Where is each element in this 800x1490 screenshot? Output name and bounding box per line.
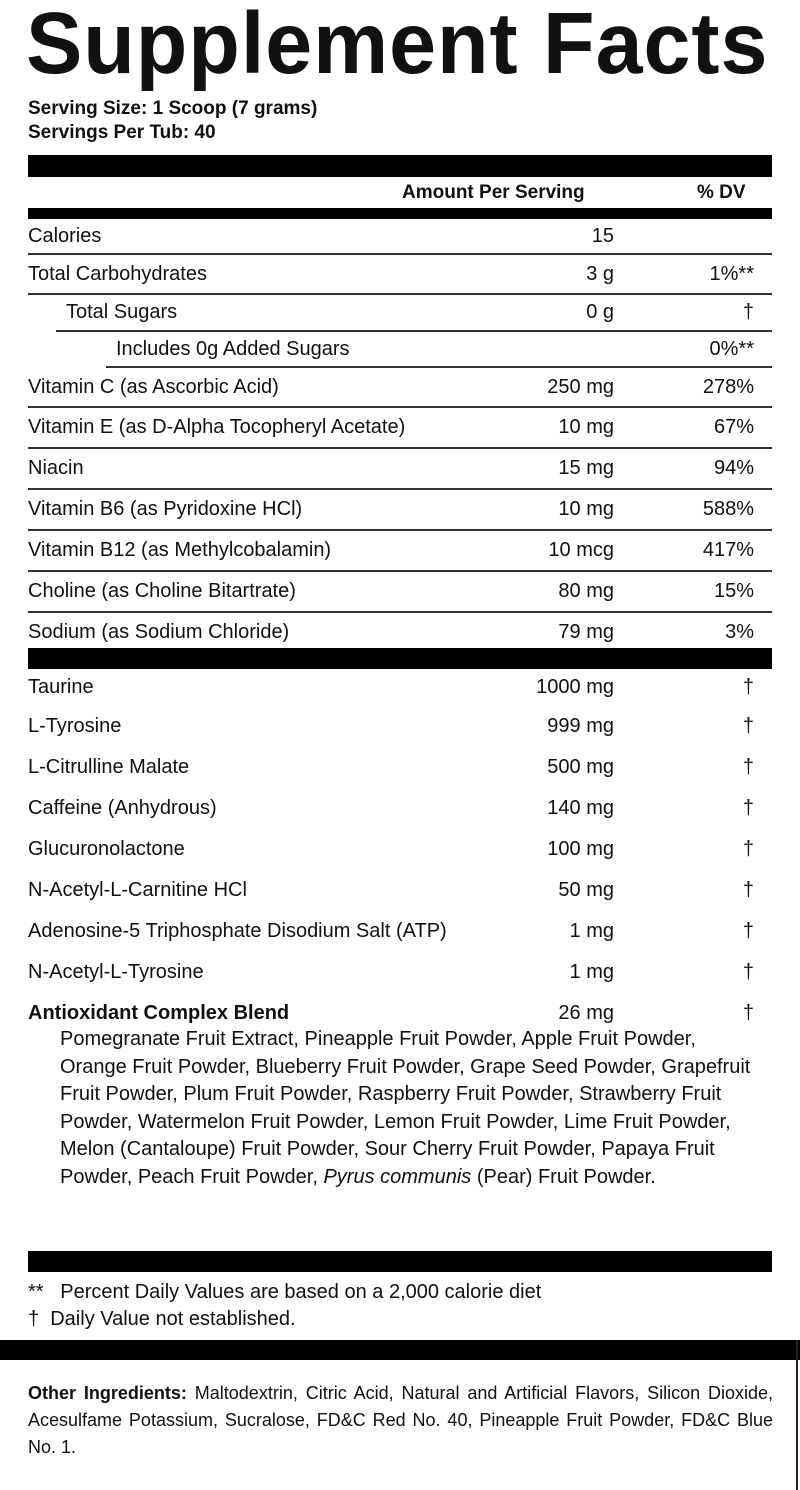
divider-bar: [0, 1340, 800, 1360]
nutrient-dv: 15%: [713, 580, 754, 602]
table-row: Antioxidant Complex Blend 26 mg †: [28, 994, 772, 1033]
nutrient-dv: †: [742, 756, 754, 778]
table-row: Sodium (as Sodium Chloride) 79 mg 3%: [28, 613, 772, 651]
nutrient-amount: 1000 mg: [536, 676, 614, 698]
nutrient-dv: 94%: [713, 457, 754, 479]
nutrient-name: N-Acetyl-L-Carnitine HCl: [28, 879, 247, 901]
blend-components: Pomegranate Fruit Extract, Pineapple Fru…: [60, 1026, 768, 1192]
nutrient-dv: 3%: [725, 621, 754, 643]
table-row: Caffeine (Anhydrous) 140 mg †: [28, 789, 772, 828]
nutrient-name: Vitamin B12 (as Methylcobalamin): [28, 539, 332, 561]
blend-text-end: (Pear) Fruit Powder.: [471, 1165, 656, 1188]
servings-per-container: Servings Per Tub: 40: [28, 122, 216, 143]
divider-bar: [28, 1251, 772, 1272]
nutrient-amount: 50 mg: [558, 879, 614, 901]
nutrient-name: Vitamin C (as Ascorbic Acid): [28, 376, 279, 398]
nutrient-name: N-Acetyl-L-Tyrosine: [28, 961, 204, 983]
nutrient-name: Includes 0g Added Sugars: [116, 338, 350, 360]
serving-size: Serving Size: 1 Scoop (7 grams): [28, 98, 318, 119]
border-line: [796, 1340, 798, 1490]
nutrient-name: Choline (as Choline Bitartrate): [28, 580, 296, 602]
nutrient-amount: 999 mg: [547, 715, 614, 737]
other-ingredients-label: Other Ingredients:: [28, 1383, 187, 1403]
table-row: Choline (as Choline Bitartrate) 80 mg 15%: [28, 572, 772, 613]
nutrient-amount: 15: [591, 225, 614, 247]
blend-italic: Pyrus communis: [323, 1165, 472, 1188]
divider-bar: [28, 208, 772, 219]
nutrient-dv: †: [742, 301, 754, 323]
nutrient-dv: †: [742, 879, 754, 901]
nutrient-name: Vitamin E (as D-Alpha Tocopheryl Acetate…: [28, 416, 406, 438]
nutrient-dv: 278%: [702, 376, 754, 398]
nutrient-name: Calories: [28, 225, 102, 247]
table-row: N-Acetyl-L-Tyrosine 1 mg †: [28, 953, 772, 992]
table-row: Taurine 1000 mg †: [28, 669, 772, 705]
other-ingredients: Other Ingredients: Maltodextrin, Citric …: [28, 1380, 773, 1461]
nutrient-amount: 140 mg: [547, 797, 614, 819]
nutrient-name: Taurine: [28, 676, 94, 698]
nutrient-dv: †: [742, 920, 754, 942]
nutrient-amount: 15 mg: [558, 457, 614, 479]
nutrient-amount: 3 g: [586, 263, 614, 285]
nutrient-dv: †: [742, 1002, 754, 1024]
nutrient-dv: †: [742, 797, 754, 819]
table-row: Total Sugars 0 g †: [56, 295, 772, 332]
footnote-dagger: † Daily Value not established.: [28, 1308, 296, 1330]
nutrient-amount: 0 g: [586, 301, 614, 323]
table-row: Adenosine-5 Triphosphate Disodium Salt (…: [28, 912, 772, 951]
table-row: N-Acetyl-L-Carnitine HCl 50 mg †: [28, 871, 772, 910]
divider-bar: [28, 648, 772, 669]
nutrient-amount: 26 mg: [558, 1002, 614, 1024]
blend-text: Pomegranate Fruit Extract, Pineapple Fru…: [60, 1028, 751, 1188]
nutrient-amount: 80 mg: [558, 580, 614, 602]
nutrient-dv: 417%: [702, 539, 754, 561]
table-row: Calories 15: [28, 219, 772, 255]
nutrient-amount: 79 mg: [558, 621, 614, 643]
table-row: Glucuronolactone 100 mg †: [28, 830, 772, 869]
nutrient-amount: 10 mg: [558, 498, 614, 520]
table-row: Total Carbohydrates 3 g 1%**: [28, 255, 772, 295]
nutrient-dv: 0%**: [709, 338, 754, 360]
table-row: Vitamin C (as Ascorbic Acid) 250 mg 278%: [28, 368, 772, 408]
table-row: Vitamin E (as D-Alpha Tocopheryl Acetate…: [28, 408, 772, 449]
nutrient-dv: 67%: [713, 416, 754, 438]
nutrient-name: L-Tyrosine: [28, 715, 122, 737]
table-row: L-Tyrosine 999 mg †: [28, 707, 772, 746]
table-row: L-Citrulline Malate 500 mg †: [28, 748, 772, 787]
table-row: Niacin 15 mg 94%: [28, 449, 772, 490]
footnote-dv: ** Percent Daily Values are based on a 2…: [28, 1281, 542, 1303]
dv-header: % DV: [697, 182, 746, 203]
nutrient-amount: 100 mg: [547, 838, 614, 860]
nutrient-name: Adenosine-5 Triphosphate Disodium Salt (…: [28, 920, 447, 942]
nutrient-dv: †: [742, 715, 754, 737]
nutrient-dv: †: [742, 838, 754, 860]
nutrient-amount: 250 mg: [547, 376, 614, 398]
nutrient-dv: †: [742, 676, 754, 698]
nutrient-dv: 1%**: [709, 263, 754, 285]
nutrient-name: Caffeine (Anhydrous): [28, 797, 217, 819]
label-title: Supplement Facts: [26, 0, 769, 92]
nutrient-amount: 10 mg: [558, 416, 614, 438]
nutrient-name: Total Carbohydrates: [28, 263, 207, 285]
nutrient-dv: 588%: [702, 498, 754, 520]
other-ingredients-text: Maltodextrin, Citric Acid, Natural and A…: [28, 1383, 774, 1457]
nutrient-name: Sodium (as Sodium Chloride): [28, 621, 290, 643]
table-row: Vitamin B12 (as Methylcobalamin) 10 mcg 41…: [28, 531, 772, 572]
nutrient-dv: †: [742, 961, 754, 983]
nutrient-name: Niacin: [28, 457, 84, 479]
nutrient-name: Antioxidant Complex Blend: [28, 1002, 290, 1024]
nutrient-name: L-Citrulline Malate: [28, 756, 190, 778]
table-row: Includes 0g Added Sugars 0%**: [106, 332, 772, 368]
nutrient-name: Vitamin B6 (as Pyridoxine HCl): [28, 498, 303, 520]
amount-header: Amount Per Serving: [402, 182, 585, 203]
nutrient-name: Total Sugars: [66, 301, 178, 323]
nutrient-name: Glucuronolactone: [28, 838, 185, 860]
nutrient-amount: 1 mg: [569, 920, 614, 942]
divider-bar: [28, 155, 772, 177]
nutrient-amount: 500 mg: [547, 756, 614, 778]
nutrient-amount: 1 mg: [569, 961, 614, 983]
table-row: Vitamin B6 (as Pyridoxine HCl) 10 mg 588%: [28, 490, 772, 531]
nutrient-amount: 10 mcg: [548, 539, 614, 561]
